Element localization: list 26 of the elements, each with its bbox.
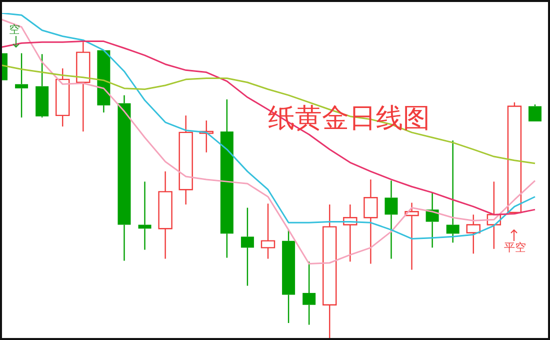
candlestick — [97, 50, 110, 114]
candlestick — [220, 98, 234, 258]
candlestick — [486, 180, 502, 250]
candlestick — [282, 229, 296, 324]
candlestick — [302, 261, 316, 326]
candlestick — [343, 204, 358, 262]
candlestick — [426, 192, 439, 248]
candlestick — [158, 170, 172, 260]
candlestick — [404, 202, 419, 270]
candlestick — [56, 68, 70, 128]
candlestick — [364, 178, 378, 264]
candlestick — [199, 120, 214, 153]
candlestick — [178, 114, 193, 206]
candlestick — [76, 42, 90, 132]
candlestick — [260, 203, 276, 260]
candlestick — [118, 94, 131, 262]
candlestick — [322, 204, 337, 340]
candlestick — [446, 140, 460, 244]
candlestick — [240, 207, 254, 286]
candlestick — [466, 214, 480, 254]
candlestick — [384, 180, 398, 260]
annotation: 平空 — [504, 240, 526, 255]
candlestick — [15, 52, 28, 118]
text: 空 — [9, 22, 20, 37]
candlestick — [36, 54, 49, 118]
candlestick — [138, 180, 152, 250]
